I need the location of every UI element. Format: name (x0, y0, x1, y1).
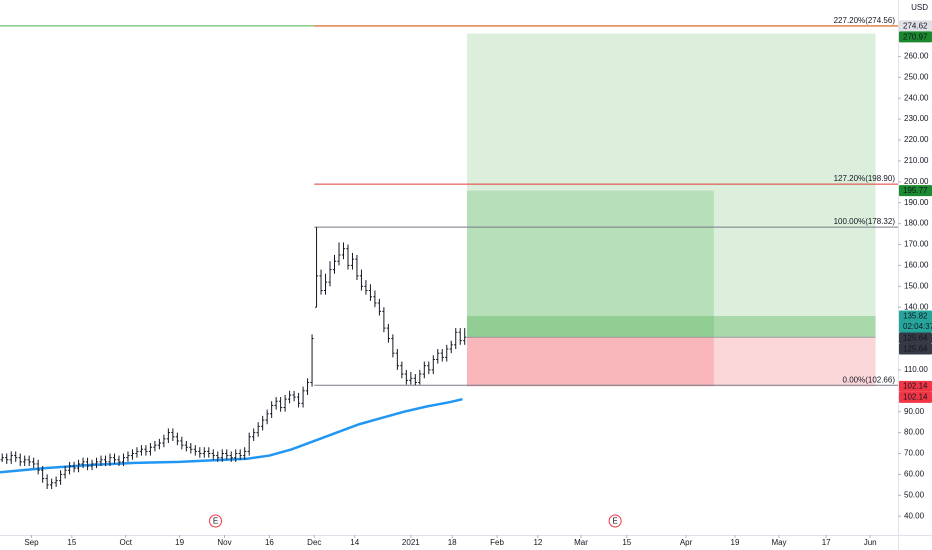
x-tick-label: 15 (622, 538, 631, 547)
x-tick-label: 2021 (402, 538, 420, 547)
position-zone (466, 337, 714, 387)
y-tick-label: 220.00 (904, 135, 929, 144)
price-tag-countdown: 02:04:37 (903, 322, 932, 331)
y-tick-label: 90.00 (904, 407, 925, 416)
y-tick-label: 40.00 (904, 511, 925, 520)
x-tick-label: 19 (175, 538, 184, 547)
fib-label: 0.00%(102.66) (843, 375, 896, 384)
x-tick-label: 19 (731, 538, 740, 547)
event-marker (608, 514, 622, 528)
x-tick-label: Oct (119, 538, 132, 547)
x-tick-label: 17 (822, 538, 831, 547)
x-tick-label: 18 (448, 538, 457, 547)
y-tick-label: 80.00 (904, 428, 925, 437)
x-tick-label: 16 (265, 538, 274, 547)
x-tick-label: Sep (24, 538, 39, 547)
x-tick-label: Nov (217, 538, 231, 547)
y-tick-label: 70.00 (904, 449, 925, 458)
y-tick-label: 210.00 (904, 156, 929, 165)
y-tick-label: 240.00 (904, 93, 929, 102)
price-tag-label: 102.14 (903, 382, 928, 391)
currency-label: USD (911, 3, 928, 12)
y-tick-label: 160.00 (904, 261, 929, 270)
price-tag (899, 391, 932, 403)
y-tick-label: 180.00 (904, 219, 929, 228)
x-tick-label: Apr (680, 538, 693, 547)
price-tag-label: 274.62 (903, 21, 928, 30)
y-tick-label: 230.00 (904, 114, 929, 123)
x-tick-label: Mar (574, 538, 588, 547)
x-tick-label: 14 (350, 538, 359, 547)
y-tick-label: 170.00 (904, 240, 929, 249)
fib-label: 100.00%(178.32) (834, 217, 896, 226)
price-tag-label: 125.64 (903, 333, 928, 342)
price-tag-label: 102.14 (903, 393, 928, 402)
price-tag-label: 270.97 (903, 32, 928, 41)
price-tag (899, 310, 932, 333)
x-tick-label: Jun (864, 538, 877, 547)
price-tag (899, 343, 932, 355)
position-zone (466, 190, 714, 338)
y-tick-label: 50.00 (904, 490, 925, 499)
x-tick-label: 12 (533, 538, 542, 547)
y-tick-label: 260.00 (904, 52, 929, 61)
price-tag-label: 195.77 (903, 186, 928, 195)
price-tag (899, 332, 932, 344)
price-tag (899, 31, 932, 43)
plot-area: 227.20%(274.56) 127.20%(198.90) 100.00%(17… (0, 16, 898, 528)
fib-label: 127.20%(198.90) (834, 174, 896, 183)
y-tick-label: 200.00 (904, 177, 929, 186)
event-marker (209, 514, 223, 528)
fib-label: 227.20%(274.56) (834, 16, 896, 25)
moving-average (0, 397, 463, 474)
price-tag (899, 20, 932, 32)
price-tag (899, 185, 932, 197)
event-label: E (213, 517, 218, 526)
x-tick-label: 15 (67, 538, 76, 547)
position-zone (466, 315, 876, 338)
y-tick-label: 150.00 (904, 281, 929, 290)
x-tick-label: Dec (307, 538, 321, 547)
x-tick-label: Feb (490, 538, 504, 547)
price-tag-label: 125.64 (903, 344, 928, 353)
y-tick-label: 140.00 (904, 302, 929, 311)
price-tag-label: 135.82 (903, 311, 928, 320)
position-zone (466, 337, 876, 387)
y-tick-label: 250.00 (904, 72, 929, 81)
position-zone (466, 33, 876, 338)
event-label: E (612, 517, 617, 526)
y-tick-label: 60.00 (904, 470, 925, 479)
y-tick-label: 110.00 (904, 365, 928, 374)
price-tag (899, 380, 932, 392)
y-tick-label: 190.00 (904, 198, 929, 207)
x-tick-label: May (771, 538, 786, 547)
